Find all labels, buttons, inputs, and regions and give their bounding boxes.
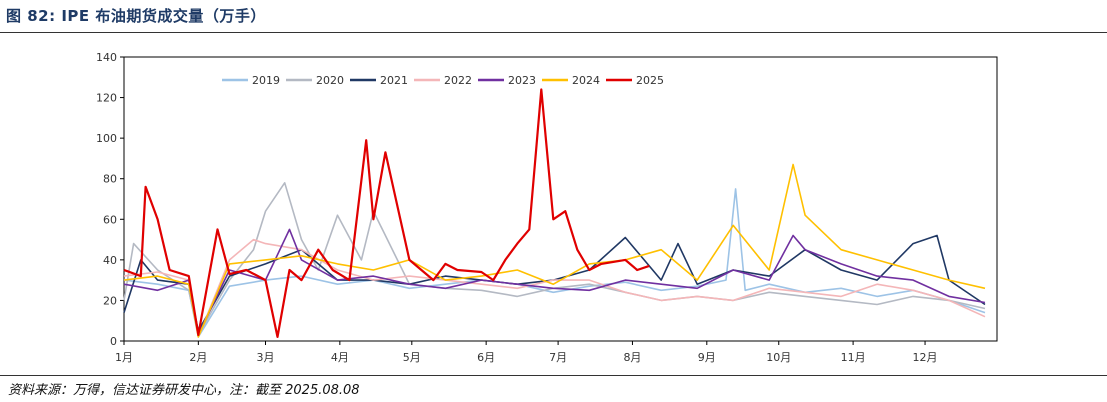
plot-area (123, 56, 998, 342)
legend-label-2024: 2024 (572, 74, 600, 87)
y-tick-label: 100 (96, 132, 117, 145)
series-line-2023 (123, 228, 986, 336)
series-line-2022 (123, 238, 986, 338)
legend-label-2019: 2019 (252, 74, 280, 87)
x-tick-label: 9月 (698, 351, 716, 364)
x-tick-label: 1月 (115, 351, 133, 364)
series-lines (123, 88, 986, 338)
y-tick-label: 20 (103, 294, 117, 307)
plot-border (123, 56, 998, 342)
x-tick-label: 10月 (766, 351, 791, 364)
y-tick-label: 120 (96, 92, 117, 105)
x-tick-label: 6月 (477, 351, 495, 364)
footer-divider (0, 375, 1107, 376)
legend-label-2023: 2023 (508, 74, 536, 87)
x-tick-label: 7月 (549, 351, 567, 364)
x-tick-label: 5月 (403, 351, 421, 364)
volume-line-chart: 0 20 40 60 80 100 120 140 1月 2月 3月 4月 5月 6月 7月 8月 9月 10月 1… (96, 51, 998, 364)
y-tick-label: 40 (103, 254, 117, 267)
x-tick-label: 12月 (913, 351, 938, 364)
title-divider (0, 32, 1107, 33)
series-line-2020 (123, 182, 986, 336)
legend-label-2020: 2020 (316, 74, 344, 87)
y-tick-label: 60 (103, 213, 117, 226)
figure-title: 图 82: IPE 布油期货成交量（万手） (6, 7, 266, 25)
legend-label-2022: 2022 (444, 74, 472, 87)
x-tick-label: 4月 (331, 351, 349, 364)
y-tick-label: 80 (103, 173, 117, 186)
y-tick-label: 140 (96, 51, 117, 64)
x-tick-label: 8月 (623, 351, 641, 364)
legend: 2019 2020 2021 2022 2023 2024 2025 (222, 74, 664, 87)
source-note: 资料来源：万得，信达证券研发中心，注：截至 2025.08.08 (8, 383, 360, 398)
axes: 0 20 40 60 80 100 120 140 1月 2月 3月 4月 5月 6月 7月 8月 9月 10月 1… (96, 51, 938, 364)
x-tick-label: 11月 (841, 351, 866, 364)
series-line-2024 (123, 163, 986, 338)
legend-label-2025: 2025 (636, 74, 664, 87)
x-tick-label: 3月 (257, 351, 275, 364)
series-line-2025 (123, 88, 650, 338)
series-line-2019 (123, 188, 986, 338)
y-tick-label: 0 (110, 335, 117, 348)
legend-label-2021: 2021 (380, 74, 408, 87)
x-tick-label: 2月 (189, 351, 207, 364)
